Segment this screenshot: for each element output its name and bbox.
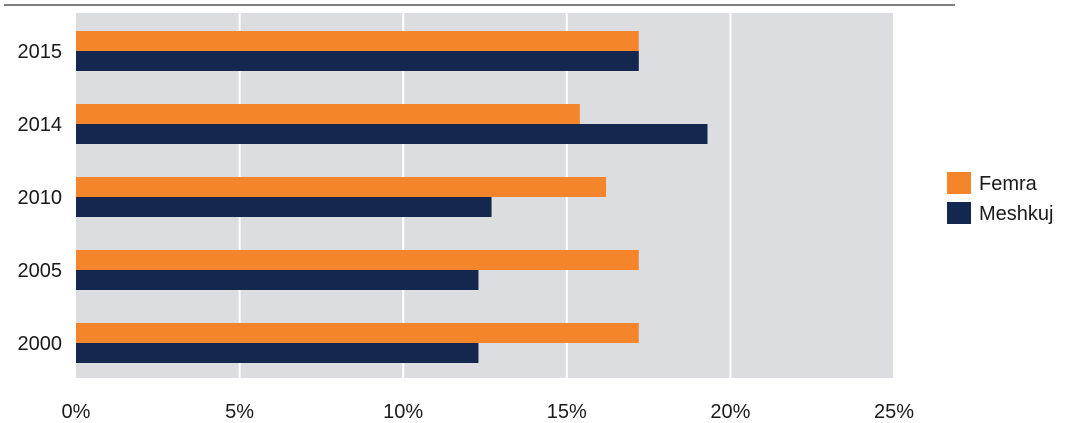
bar-meshkuj-2000 <box>76 343 479 363</box>
bar-femra-2000 <box>76 323 639 343</box>
bar-femra-2014 <box>76 104 580 124</box>
legend-label-meshkuj: Meshkuj <box>979 203 1053 225</box>
x-tick-label: 0% <box>62 401 91 423</box>
x-tick-label: 5% <box>225 401 254 423</box>
x-tick-label: 25% <box>874 401 914 423</box>
y-tick-label: 2000 <box>18 333 63 355</box>
bar-meshkuj-2010 <box>76 197 492 217</box>
x-tick-label: 10% <box>383 401 423 423</box>
legend: Femra Meshkuj <box>947 172 1053 225</box>
bar-femra-2010 <box>76 177 607 197</box>
x-axis-ticks: 0% 5% 10% 15% 20% 25% <box>62 401 915 423</box>
bar-meshkuj-2005 <box>76 270 479 290</box>
bar-femra-2005 <box>76 250 639 270</box>
legend-swatch-meshkuj <box>947 202 971 224</box>
bar-meshkuj-2015 <box>76 51 639 71</box>
y-tick-label: 2014 <box>18 114 63 136</box>
x-tick-label: 15% <box>547 401 587 423</box>
bars <box>76 31 708 363</box>
x-tick-label: 20% <box>710 401 750 423</box>
y-tick-label: 2010 <box>18 187 63 209</box>
bar-femra-2015 <box>76 31 639 51</box>
legend-label-femra: Femra <box>979 173 1038 195</box>
y-axis-ticks: 2015 2014 2010 2005 2000 <box>18 41 63 355</box>
y-tick-label: 2015 <box>18 41 63 63</box>
y-tick-label: 2005 <box>18 260 63 282</box>
bar-meshkuj-2014 <box>76 124 708 144</box>
legend-swatch-femra <box>947 172 971 194</box>
